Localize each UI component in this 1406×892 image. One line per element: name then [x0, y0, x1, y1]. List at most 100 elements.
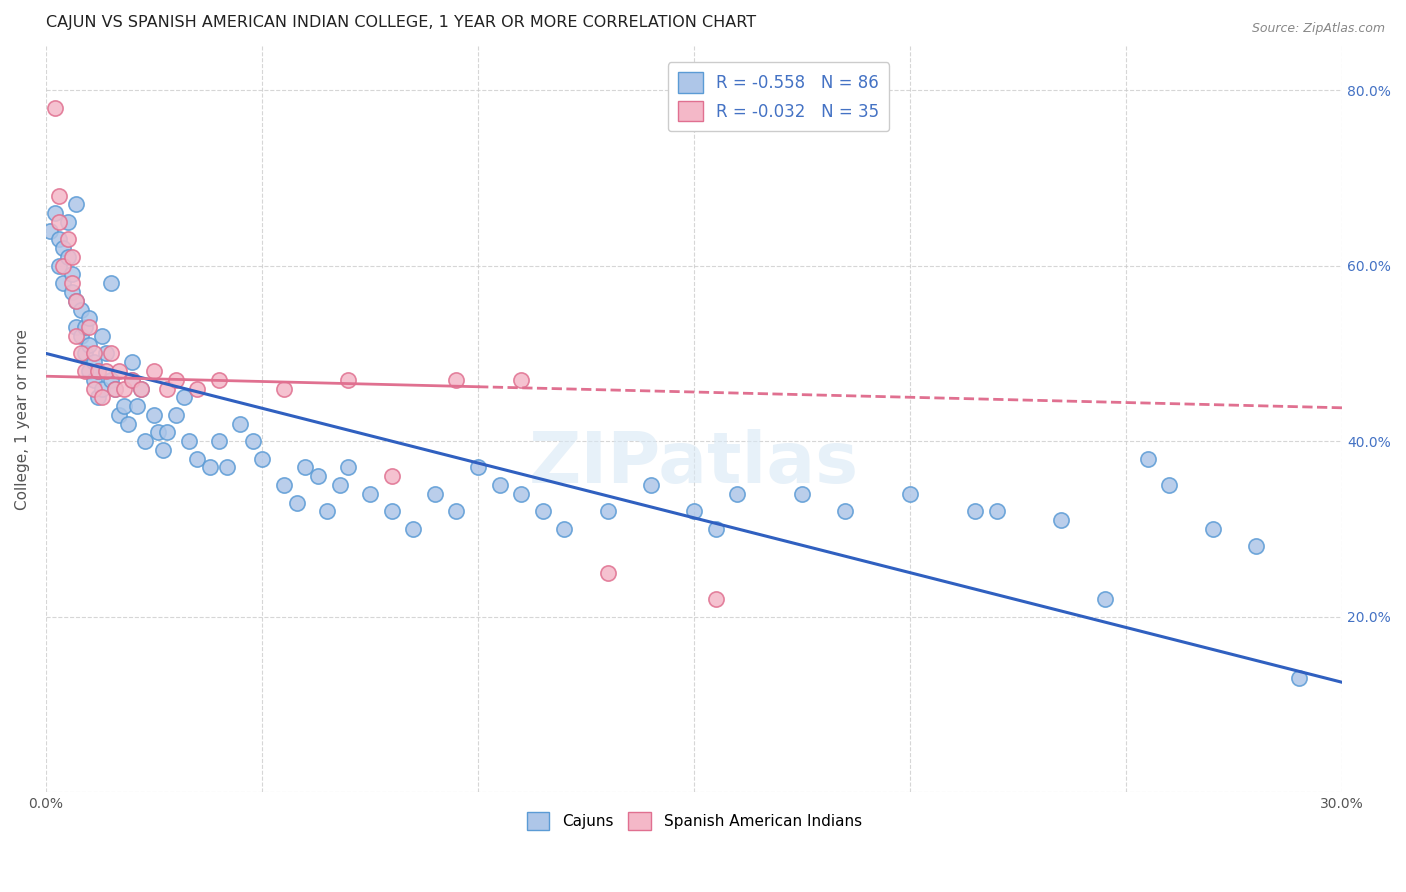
Point — [531, 504, 554, 518]
Point — [446, 504, 468, 518]
Point — [198, 460, 221, 475]
Point — [60, 250, 83, 264]
Point — [91, 390, 114, 404]
Point — [108, 364, 131, 378]
Point — [65, 293, 87, 308]
Point — [112, 399, 135, 413]
Point — [250, 451, 273, 466]
Point — [186, 382, 208, 396]
Point — [315, 504, 337, 518]
Point — [963, 504, 986, 518]
Point — [69, 329, 91, 343]
Point — [381, 504, 404, 518]
Point — [56, 250, 79, 264]
Point — [986, 504, 1008, 518]
Point — [48, 232, 70, 246]
Point — [134, 434, 156, 449]
Point — [129, 382, 152, 396]
Point — [208, 434, 231, 449]
Point — [87, 390, 110, 404]
Point — [44, 206, 66, 220]
Point — [217, 460, 239, 475]
Point — [104, 382, 127, 396]
Point — [242, 434, 264, 449]
Point — [1288, 671, 1310, 685]
Point — [52, 241, 75, 255]
Point — [77, 337, 100, 351]
Point — [1201, 522, 1223, 536]
Point — [83, 355, 105, 369]
Point — [156, 382, 179, 396]
Point — [402, 522, 425, 536]
Point — [329, 478, 352, 492]
Point — [117, 417, 139, 431]
Point — [48, 215, 70, 229]
Point — [77, 364, 100, 378]
Point — [60, 268, 83, 282]
Point — [96, 364, 118, 378]
Point — [186, 451, 208, 466]
Point — [39, 224, 62, 238]
Point — [1159, 478, 1181, 492]
Point — [229, 417, 252, 431]
Point — [337, 460, 360, 475]
Point — [112, 382, 135, 396]
Point — [510, 373, 533, 387]
Legend: Cajuns, Spanish American Indians: Cajuns, Spanish American Indians — [520, 805, 868, 837]
Point — [1244, 540, 1267, 554]
Point — [1094, 592, 1116, 607]
Point — [1050, 513, 1073, 527]
Point — [725, 487, 748, 501]
Point — [467, 460, 489, 475]
Point — [83, 346, 105, 360]
Point — [446, 373, 468, 387]
Point — [65, 197, 87, 211]
Point — [143, 408, 166, 422]
Point — [69, 346, 91, 360]
Point — [359, 487, 381, 501]
Point — [77, 311, 100, 326]
Point — [65, 293, 87, 308]
Point — [91, 382, 114, 396]
Point — [125, 399, 148, 413]
Point — [208, 373, 231, 387]
Point — [73, 364, 96, 378]
Point — [60, 285, 83, 299]
Point — [143, 364, 166, 378]
Point — [77, 320, 100, 334]
Point — [704, 522, 727, 536]
Text: CAJUN VS SPANISH AMERICAN INDIAN COLLEGE, 1 YEAR OR MORE CORRELATION CHART: CAJUN VS SPANISH AMERICAN INDIAN COLLEGE… — [46, 15, 756, 30]
Point — [108, 408, 131, 422]
Point — [165, 408, 187, 422]
Point — [121, 355, 143, 369]
Point — [56, 232, 79, 246]
Point — [177, 434, 200, 449]
Point — [100, 346, 122, 360]
Point — [91, 329, 114, 343]
Point — [273, 382, 295, 396]
Point — [100, 373, 122, 387]
Point — [52, 259, 75, 273]
Point — [52, 277, 75, 291]
Point — [156, 425, 179, 440]
Point — [148, 425, 170, 440]
Point — [792, 487, 814, 501]
Point — [553, 522, 575, 536]
Point — [640, 478, 662, 492]
Point — [307, 469, 329, 483]
Point — [596, 566, 619, 580]
Point — [44, 101, 66, 115]
Point — [294, 460, 316, 475]
Point — [510, 487, 533, 501]
Point — [285, 495, 308, 509]
Point — [69, 302, 91, 317]
Point — [165, 373, 187, 387]
Point — [834, 504, 856, 518]
Y-axis label: College, 1 year or more: College, 1 year or more — [15, 329, 30, 509]
Point — [121, 373, 143, 387]
Point — [73, 320, 96, 334]
Point — [337, 373, 360, 387]
Point — [56, 215, 79, 229]
Point — [65, 320, 87, 334]
Point — [48, 188, 70, 202]
